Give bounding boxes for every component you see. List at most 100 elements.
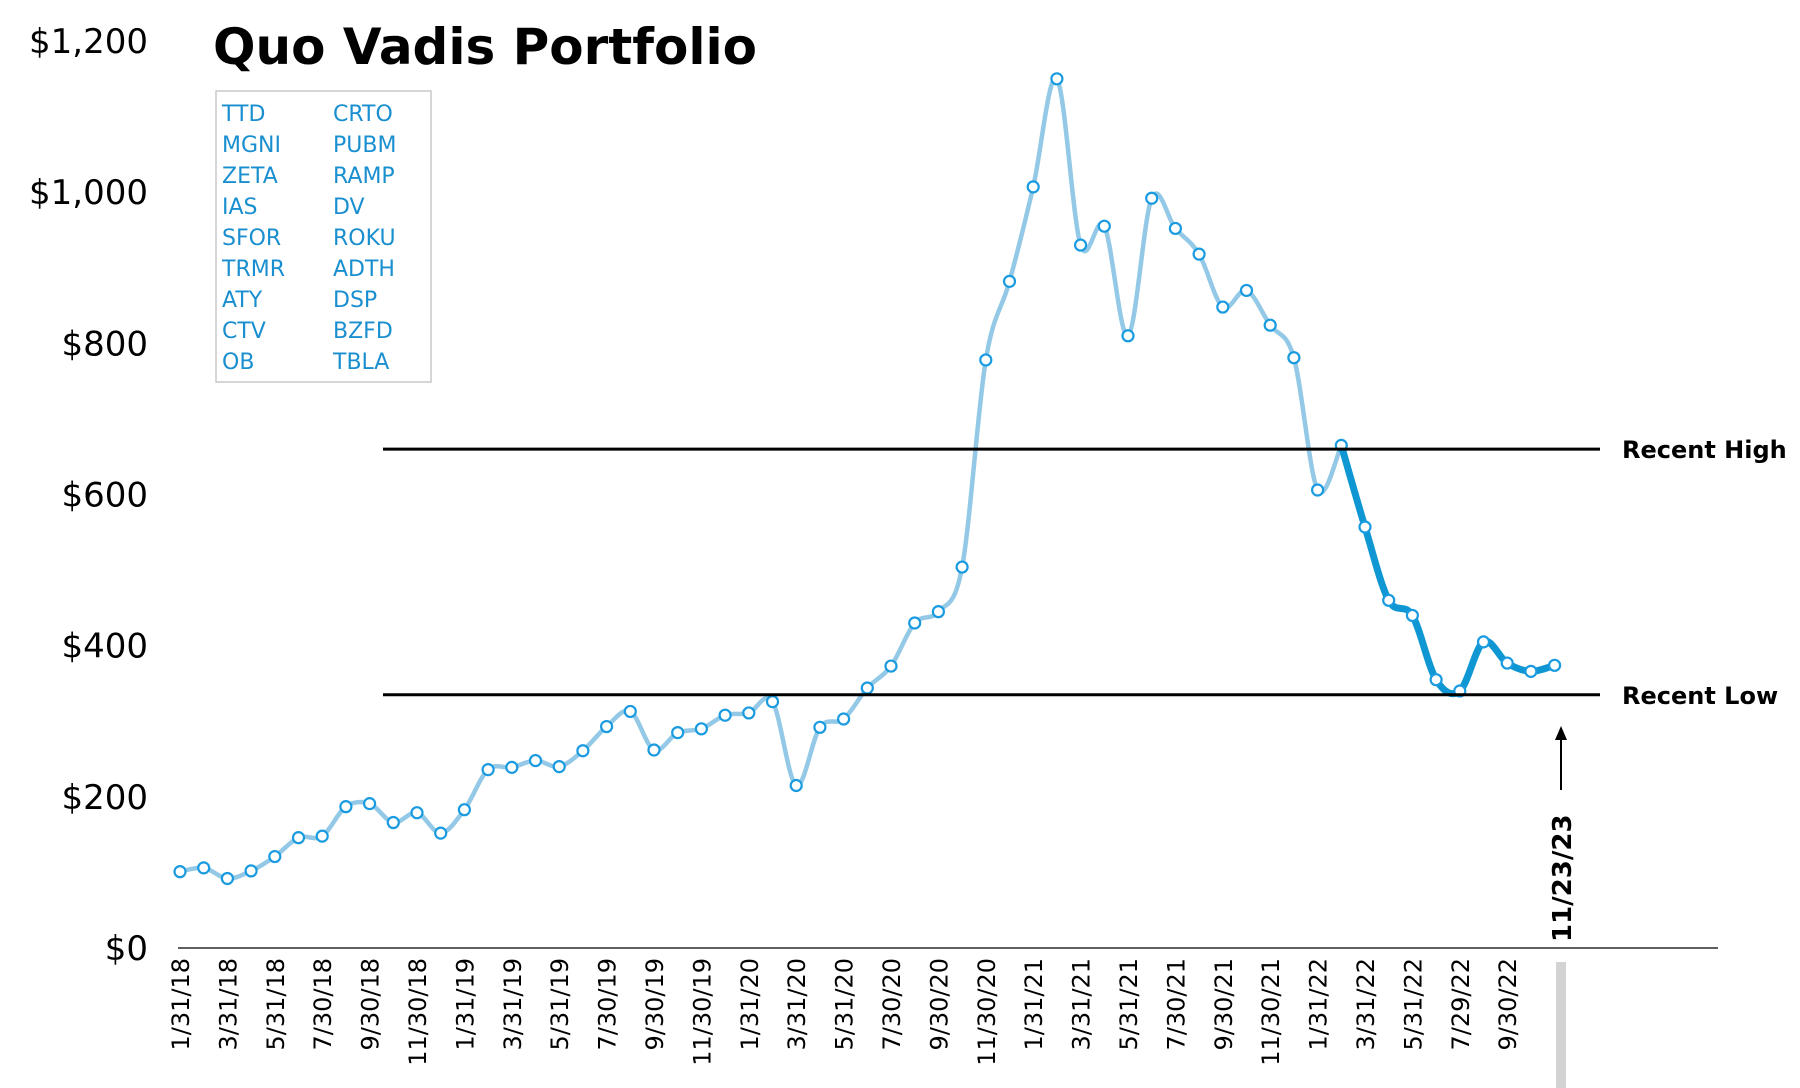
data-point: [315, 829, 329, 843]
data-point: [1287, 351, 1301, 365]
data-point: [1476, 635, 1491, 649]
holding-ticker: CTV: [222, 319, 266, 344]
data-point: [1405, 608, 1420, 623]
holding-ticker: ZETA: [222, 164, 278, 189]
x-tick-label: 3/31/18: [214, 958, 242, 1051]
x-tick-label: 11/30/21: [1257, 958, 1285, 1066]
data-point: [718, 708, 732, 722]
x-tick-label: 7/30/18: [309, 958, 337, 1051]
x-tick-label: 11/30/19: [688, 958, 716, 1066]
chart-title: Quo Vadis Portfolio: [213, 18, 757, 76]
x-tick-label: 1/31/18: [167, 958, 195, 1051]
data-point: [197, 861, 211, 875]
x-tick-label: 11/30/18: [404, 958, 432, 1066]
data-point: [1500, 656, 1514, 670]
x-tick-label: 1/31/20: [736, 958, 764, 1051]
holdings-box: [215, 90, 432, 383]
holdings-legend: TTD CRTO MGNI PUBM ZETA RAMP IAS DV SFOR ROKU TRMR…: [215, 90, 432, 383]
reference-line-label: Recent High: [1622, 436, 1787, 464]
holding-ticker: BZFD: [333, 319, 393, 344]
data-point: [1168, 221, 1183, 236]
data-point: [1002, 274, 1017, 288]
data-point: [599, 719, 614, 734]
y-tick-label: $1,000: [29, 173, 148, 213]
data-point: [386, 815, 400, 830]
y-tick-label: $800: [61, 324, 148, 364]
holding-ticker: PUBM: [333, 133, 396, 158]
holding-ticker: DV: [333, 195, 365, 220]
data-point: [1073, 238, 1088, 252]
holding-ticker: SFOR: [222, 226, 281, 251]
holding-ticker: MGNI: [222, 133, 281, 158]
x-tick-label: 9/30/22: [1494, 958, 1522, 1051]
holding-ticker: TBLA: [332, 350, 389, 375]
x-tick-label: 9/30/19: [641, 958, 669, 1051]
y-tick-label: $1,200: [29, 22, 148, 62]
data-point: [931, 605, 946, 619]
data-point: [742, 706, 756, 720]
data-point: [173, 865, 187, 879]
x-tick-label: 1/31/21: [1020, 958, 1048, 1051]
data-point: [244, 864, 258, 878]
x-tick-label: 3/31/21: [1068, 958, 1096, 1051]
data-point: [1239, 283, 1254, 298]
holding-ticker: TTD: [221, 102, 265, 127]
data-point: [694, 722, 709, 736]
x-axis: 1/31/18 3/31/18 5/31/18 7/30/18 9/30/18 11/30…: [167, 947, 1718, 1066]
data-point: [528, 753, 543, 768]
x-tick-label: 9/30/18: [357, 958, 385, 1051]
x-tick-label: 9/30/21: [1210, 958, 1238, 1051]
holding-ticker: RAMP: [333, 164, 395, 189]
x-tick-label: 5/31/18: [262, 958, 290, 1051]
annotation-arrowhead: [1555, 726, 1567, 740]
current-date-bar: [1556, 962, 1566, 1088]
data-point: [1429, 673, 1443, 687]
data-point: [623, 704, 637, 719]
x-tick-label: 5/31/22: [1399, 958, 1427, 1051]
data-point: [671, 725, 685, 740]
x-tick-label: 1/31/19: [451, 958, 479, 1051]
data-point: [552, 759, 566, 774]
data-point: [647, 743, 661, 757]
x-tick-label: 5/31/19: [546, 958, 574, 1051]
data-point: [789, 778, 803, 793]
x-tick-label: 1/31/22: [1305, 958, 1333, 1051]
holding-ticker: ROKU: [333, 226, 396, 251]
y-tick-label: $600: [61, 476, 148, 516]
holding-ticker: IAS: [222, 195, 258, 220]
x-tick-label: 3/31/19: [499, 958, 527, 1051]
reference-line-label: Recent Low: [1622, 682, 1778, 710]
holding-ticker: ATY: [222, 288, 263, 313]
data-point: [1192, 247, 1206, 261]
data-point: [457, 803, 471, 817]
x-tick-label: 3/31/22: [1352, 958, 1380, 1051]
data-point: [1097, 219, 1111, 233]
data-point: [291, 831, 306, 845]
data-point: [765, 694, 780, 709]
data-point: [505, 760, 519, 774]
data-point: [1310, 483, 1325, 497]
x-tick-label: 7/30/20: [878, 958, 906, 1051]
data-point: [860, 681, 874, 695]
data-point: [220, 871, 234, 886]
data-point: [410, 806, 424, 820]
holding-ticker: CRTO: [333, 102, 393, 127]
data-point: [268, 849, 282, 864]
holding-ticker: ADTH: [333, 257, 395, 282]
current-date-label: 11/23/23: [1548, 814, 1578, 942]
data-point: [836, 712, 851, 726]
x-tick-label: 5/31/21: [1115, 958, 1143, 1051]
data-point: [434, 826, 448, 840]
data-point: [339, 800, 353, 814]
data-point: [1263, 318, 1277, 332]
y-tick-label: $0: [105, 929, 148, 969]
data-point: [813, 720, 827, 734]
y-tick-label: $200: [61, 778, 148, 818]
portfolio-series: [173, 72, 1562, 886]
data-point: [908, 616, 922, 630]
y-tick-label: $400: [61, 627, 148, 667]
x-tick-label: 7/30/21: [1162, 958, 1190, 1051]
x-tick-label: 7/30/19: [594, 958, 622, 1051]
holding-ticker: OB: [222, 350, 254, 375]
